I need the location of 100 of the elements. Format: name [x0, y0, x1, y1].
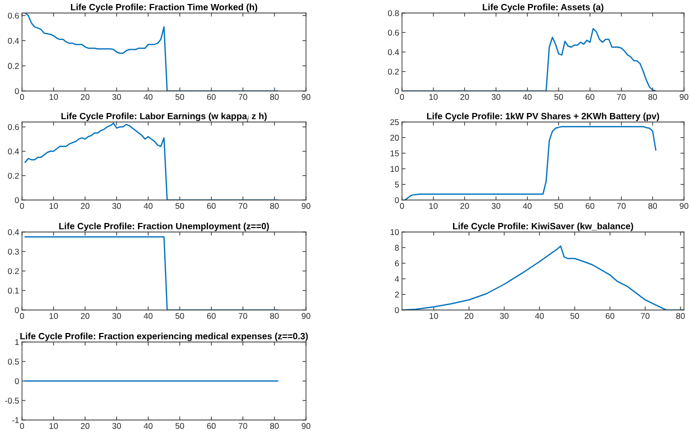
x-tick-label: 0: [400, 203, 404, 209]
x-tick-label: 30: [112, 94, 121, 100]
y-tick-label: 15: [390, 150, 399, 156]
y-tick-label: 25: [390, 119, 399, 126]
y-tick-label: 0.3: [8, 248, 19, 255]
x-tick-label: 70: [238, 313, 248, 319]
x-tick-label: 40: [144, 313, 153, 319]
x-tick-label: 80: [676, 313, 685, 319]
y-tick-label: 0.8: [388, 10, 399, 16]
line-series: [404, 126, 656, 200]
y-tick-label: 0: [14, 307, 19, 314]
y-tick-label: 0.4: [8, 38, 19, 44]
chart-title: Life Cycle Profile: Labor Earnings (w kappa$_{j}$ z h): [61, 112, 267, 122]
x-tick-label: 50: [175, 313, 184, 319]
x-tick-label: 40: [522, 94, 532, 100]
x-tick-label: 20: [80, 313, 90, 319]
x-tick-label: 70: [238, 94, 248, 100]
x-tick-label: 10: [429, 94, 438, 100]
x-tick-label: 90: [302, 94, 310, 100]
x-tick-label: 40: [535, 313, 544, 319]
y-tick-label: 4: [394, 276, 399, 282]
x-tick-label: 30: [492, 94, 500, 100]
chart-title: Life Cycle Profile: Fraction experiencing medical expenses (z==0.3): [20, 332, 308, 342]
y-tick-label: 0: [394, 197, 399, 204]
y-tick-label: 0.6: [8, 12, 19, 19]
chart-title: Life Cycle Profile: 1kW PV Shares + 2KWh Battery (pv): [427, 112, 660, 122]
chart-title: Life Cycle Profile: Fraction Unemployment (z==0): [59, 222, 269, 232]
x-tick-label: 80: [270, 94, 279, 100]
y-tick-label: 0: [14, 197, 19, 204]
x-tick-label: 50: [570, 313, 580, 319]
y-tick-label: 0.2: [8, 63, 19, 69]
x-tick-label: 20: [80, 94, 90, 100]
x-tick-label: 90: [680, 94, 688, 100]
y-tick-label: 5: [394, 182, 399, 188]
x-tick-label: 60: [606, 313, 614, 319]
y-tick-label: 8: [394, 244, 399, 251]
x-tick-label: 30: [112, 203, 121, 209]
y-tick-label: -0.5: [5, 398, 19, 404]
x-tick-label: 50: [554, 94, 563, 100]
x-tick-label: 90: [302, 423, 310, 429]
y-tick-label: 0: [14, 378, 19, 384]
x-tick-label: 90: [302, 313, 310, 319]
x-tick-label: 70: [238, 423, 248, 429]
chart-title: Life Cycle Profile: KiwiSaver (kw_balance): [453, 222, 634, 232]
y-tick-label: 1: [15, 339, 19, 346]
x-tick-label: 60: [207, 203, 216, 209]
y-tick-label: 2: [395, 292, 399, 298]
y-tick-label: 0: [394, 88, 399, 94]
x-tick-label: 0: [20, 203, 24, 209]
y-tick-label: 0.2: [8, 172, 19, 179]
x-tick-label: 10: [50, 94, 58, 100]
chart-title: Life Cycle Profile: Fraction Time Worked (h): [70, 4, 258, 12]
x-tick-label: 0: [20, 94, 24, 100]
x-tick-label: 70: [617, 203, 626, 209]
x-tick-label: 80: [648, 94, 657, 100]
y-tick-label: -1: [12, 417, 19, 424]
x-tick-label: 30: [500, 313, 509, 319]
chart-title: Life Cycle Profile: Assets (a): [482, 4, 604, 12]
x-tick-label: 60: [207, 94, 216, 100]
x-tick-label: 20: [460, 94, 469, 100]
x-tick-label: 10: [50, 203, 58, 209]
x-tick-label: 30: [112, 423, 121, 429]
y-tick-label: 0: [14, 88, 19, 94]
x-tick-label: 60: [586, 203, 594, 209]
x-tick-label: 40: [522, 203, 532, 209]
x-tick-label: 50: [554, 203, 563, 209]
x-tick-label: 40: [144, 423, 153, 429]
x-tick-label: 20: [464, 313, 474, 319]
x-tick-label: 0: [400, 94, 404, 100]
x-tick-label: 80: [648, 203, 657, 209]
x-tick-label: 90: [680, 203, 688, 209]
x-tick-label: 70: [617, 94, 626, 100]
x-tick-label: 10: [50, 423, 58, 429]
x-tick-label: 10: [429, 203, 438, 209]
x-tick-label: 0: [20, 423, 24, 429]
x-tick-label: 50: [175, 94, 184, 100]
x-tick-label: 30: [112, 313, 121, 319]
y-tick-label: 0.1: [8, 288, 19, 294]
x-tick-label: 40: [144, 94, 153, 100]
x-tick-label: 50: [175, 423, 184, 429]
x-tick-label: 20: [460, 203, 469, 209]
y-tick-label: 10: [390, 166, 399, 172]
x-tick-label: 70: [238, 203, 248, 209]
y-tick-label: 0.6: [8, 124, 19, 130]
y-tick-label: 0.5: [8, 358, 19, 365]
x-tick-label: 60: [207, 313, 216, 319]
x-tick-label: 0: [20, 313, 24, 319]
y-tick-label: 20: [390, 134, 399, 141]
x-tick-label: 10: [430, 313, 438, 319]
y-tick-label: 0.6: [388, 30, 399, 36]
y-tick-label: 0.2: [8, 268, 19, 274]
x-tick-label: 40: [144, 203, 153, 209]
x-tick-label: 10: [50, 313, 58, 319]
y-tick-label: 0.4: [8, 148, 19, 154]
x-tick-label: 30: [492, 203, 500, 209]
x-tick-label: 50: [175, 203, 184, 209]
x-tick-label: 80: [270, 313, 279, 319]
x-tick-label: 80: [270, 423, 279, 429]
y-tick-label: 6: [395, 260, 399, 266]
x-tick-label: 20: [80, 423, 90, 429]
